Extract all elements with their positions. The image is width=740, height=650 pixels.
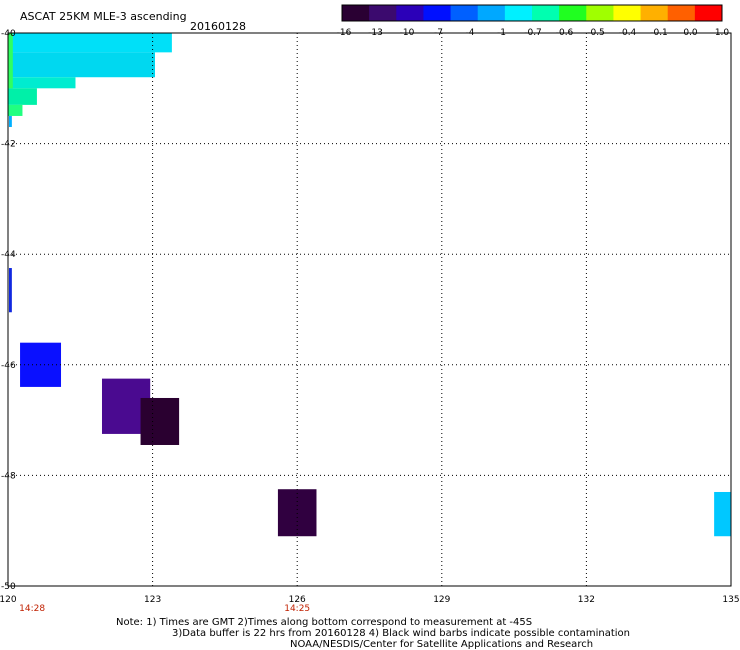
colorbar-segment xyxy=(504,5,533,21)
y-tick-label: -50 xyxy=(1,582,16,592)
x-tick-label: 126 xyxy=(289,595,306,605)
colorbar-frame xyxy=(341,4,723,22)
y-axis-tick-labels: -40 -42 -44 -46 -48 -50 xyxy=(1,29,16,592)
x-tick-label: 129 xyxy=(433,595,450,605)
colorbar-segment xyxy=(342,5,370,21)
colorbar-segment xyxy=(559,5,587,21)
colorbar-segment xyxy=(369,5,397,21)
footnote-line-3: NOAA/NESDIS/Center for Satellite Applica… xyxy=(290,639,594,650)
data-cell xyxy=(140,397,180,445)
y-tick-label: -42 xyxy=(1,140,16,150)
colorbar xyxy=(341,4,723,22)
y-tick-label: -44 xyxy=(1,250,16,260)
x-tick-label: 123 xyxy=(144,595,161,605)
y-tick-label: -46 xyxy=(1,361,16,371)
footnote-line-2: 3)Data buffer is 22 hrs from 20160128 4)… xyxy=(172,628,630,639)
colorbar-segment xyxy=(396,5,424,21)
colorbar-segment xyxy=(450,5,479,21)
colorbar-segment xyxy=(586,5,614,21)
y-tick-label: -40 xyxy=(1,29,16,39)
colorbar-segment xyxy=(613,5,642,21)
data-cells xyxy=(8,33,731,537)
x-tick-label: 132 xyxy=(578,595,595,605)
colorbar-segment xyxy=(477,5,506,21)
data-cell xyxy=(8,268,12,313)
data-cell xyxy=(8,104,23,116)
figure-title: ASCAT 25KM MLE-3 ascending xyxy=(20,10,187,23)
time-labels: 14:28 14:25 xyxy=(19,604,310,614)
colorbar-segment xyxy=(532,5,560,21)
data-cell xyxy=(8,77,76,89)
time-label: 14:25 xyxy=(284,604,310,614)
data-cell xyxy=(714,491,731,537)
footnote-line-1: Note: 1) Times are GMT 2)Times along bot… xyxy=(116,617,533,628)
data-cell xyxy=(8,88,37,105)
data-cell xyxy=(8,52,156,78)
data-cell xyxy=(8,33,13,89)
grid-lines xyxy=(8,33,731,586)
x-tick-label: 120 xyxy=(0,595,17,605)
time-label: 14:28 xyxy=(19,604,45,614)
plot-frame xyxy=(7,32,732,587)
data-cell xyxy=(8,33,172,53)
figure-date: 20160128 xyxy=(190,20,246,33)
colorbar-segment xyxy=(423,5,452,21)
x-axis-tick-labels: 120 123 126 129 132 135 xyxy=(0,595,740,605)
colorbar-segment xyxy=(640,5,669,21)
x-tick-label: 135 xyxy=(722,595,739,605)
colorbar-segment xyxy=(667,5,696,21)
y-tick-label: -48 xyxy=(1,471,16,481)
colorbar-segment xyxy=(694,5,723,21)
data-cell xyxy=(8,115,12,128)
